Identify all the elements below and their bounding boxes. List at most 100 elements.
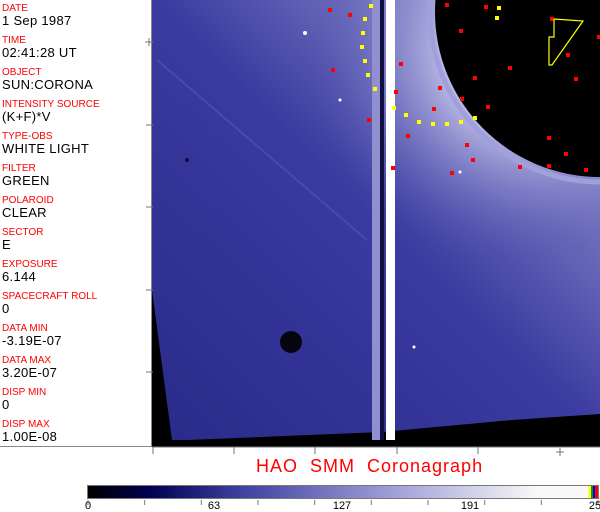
red-marker [547,136,551,140]
yellow-marker [366,73,370,77]
yellow-marker [497,6,501,10]
colorbar-tick-label: 255 [588,500,600,512]
field-label: TYPE-OBS [2,131,53,142]
field-value: CLEAR [2,205,47,220]
colorbar-tick-label: 127 [332,500,352,512]
colorbar-tick-label: 191 [460,500,480,512]
red-marker [465,143,469,147]
field-type-obs: TYPE-OBS WHITE LIGHT [2,131,89,156]
red-marker [391,166,395,170]
yellow-marker [360,45,364,49]
red-marker [331,68,335,72]
star [412,345,416,349]
red-marker [486,105,490,109]
field-disp-min: DISP MIN 0 [2,387,46,412]
field-label: SECTOR [2,227,44,238]
yellow-marker [445,122,449,126]
field-exposure: EXPOSURE 6.144 [2,259,58,284]
field-label: DISP MAX [2,419,50,430]
yellow-marker [417,120,421,124]
red-marker [460,97,464,101]
yellow-marker [459,120,463,124]
field-label: FILTER [2,163,36,174]
field-label: EXPOSURE [2,259,58,270]
red-marker [348,13,352,17]
red-marker [484,5,488,9]
plot-title: HAO SMM Coronagraph [256,456,484,476]
yellow-marker [363,17,367,21]
star [458,170,462,174]
field-value: 0 [2,301,10,316]
red-marker [584,168,588,172]
field-value: WHITE LIGHT [2,141,90,156]
yellow-marker [404,113,408,117]
field-value: E [2,237,11,252]
red-marker [459,29,463,33]
red-marker [566,53,570,57]
red-marker [406,134,410,138]
red-marker [367,118,371,122]
field-value: (K+F)*V [2,109,51,124]
red-marker [473,76,477,80]
red-marker [518,165,522,169]
field-label: OBJECT [2,67,42,78]
colorbar [87,485,599,499]
red-marker [550,17,554,21]
field-value: 02:41:28 UT [2,45,77,60]
field-label: INTENSITY SOURCE [2,99,100,110]
yellow-marker [473,116,477,120]
field-sector: SECTOR E [2,227,44,252]
field-label: DATE [2,3,28,14]
red-marker [328,8,332,12]
field-label: DATA MAX [2,355,52,366]
red-marker [597,35,600,39]
field-data-min: DATA MIN -3.19E-07 [2,323,62,348]
yellow-marker [495,16,499,20]
colorbar-tick-label: 63 [207,500,221,512]
pylon-gap [380,0,384,440]
pylon-bright [386,0,395,440]
yellow-marker [361,31,365,35]
red-marker [450,171,454,175]
red-marker [394,90,398,94]
field-label: DISP MIN [2,387,47,398]
field-label: POLAROID [2,195,54,206]
dust-spot [185,158,189,162]
field-time: TIME 02:41:28 UT [2,35,77,60]
red-marker [547,164,551,168]
pylon-shadow [372,0,380,440]
dust-spot [280,331,302,353]
field-object: OBJECT SUN:CORONA [2,67,93,92]
field-data-max: DATA MAX 3.20E-07 [2,355,57,380]
occulter-disk [435,0,600,177]
red-marker [445,3,449,7]
field-label: SPACECRAFT ROLL [2,291,98,302]
field-spacecraft-roll: SPACECRAFT ROLL 0 [2,291,97,316]
yellow-marker [392,106,396,110]
field-label: DATA MIN [2,323,48,334]
red-marker [432,107,436,111]
field-value: 1 Sep 1987 [2,13,72,28]
star [338,98,342,102]
red-marker [564,152,568,156]
field-disp-max: DISP MAX 1.00E-08 [2,419,57,444]
red-marker [508,66,512,70]
grid-markers [328,3,600,175]
field-value: 3.20E-07 [2,365,58,380]
sector-outline [548,18,585,66]
occulter-ring [427,0,600,185]
yellow-marker [369,4,373,8]
colorbar-tick-label: 0 [84,500,92,512]
field-value: 6.144 [2,269,37,284]
field-date: DATE 1 Sep 1987 [2,3,72,28]
field-value: 0 [2,397,10,412]
field-polaroid: POLAROID CLEAR [2,195,54,220]
field-intensity-source: INTENSITY SOURCE (K+F)*V [2,99,100,124]
coronagraph-image[interactable] [152,0,600,447]
field-label: TIME [2,35,26,46]
star [303,31,307,35]
header-info-panel: DATE 1 Sep 1987 TIME 02:41:28 UT OBJECT SUN:C… [0,0,152,447]
yellow-marker [431,122,435,126]
red-marker [471,158,475,162]
field-value: 1.00E-08 [2,429,58,444]
